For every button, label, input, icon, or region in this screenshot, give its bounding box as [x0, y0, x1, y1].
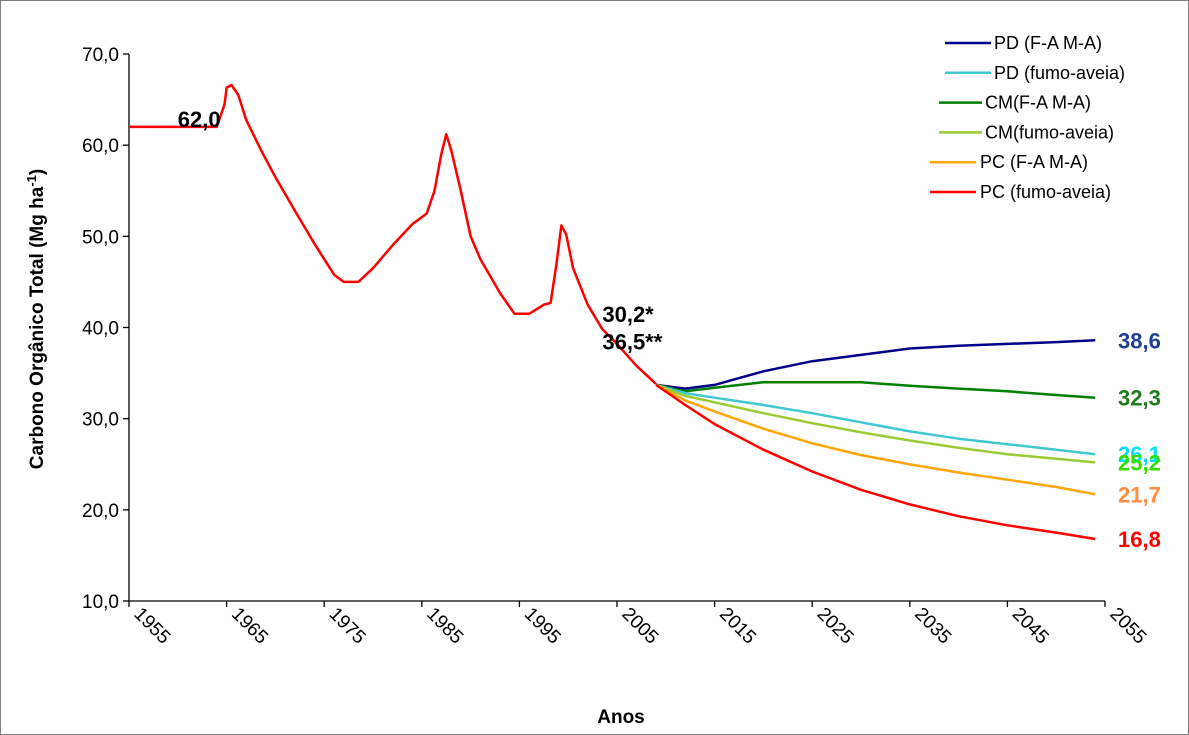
legend-label: CM(fumo-aveia) [985, 122, 1114, 142]
series-line-3 [655, 380, 1096, 399]
legend-label: PC (F-A M-A) [980, 152, 1088, 172]
series-line-5 [655, 383, 1096, 496]
x-tick-label: 2025 [813, 604, 858, 649]
series-line-history [129, 83, 657, 385]
annotation-label: 30,2* [602, 302, 654, 327]
series-lines [129, 83, 1096, 541]
annotations: 62,0 30,2*36,5** [178, 107, 663, 354]
x-tick-label: 1985 [422, 604, 467, 649]
legend: PD (F-A M-A) PD (fumo-aveia) CM(F-A M-A) CM… [930, 33, 1125, 202]
end-label: 16,8 [1118, 527, 1161, 552]
x-tick-label: 1965 [227, 604, 272, 649]
x-tick-label: 1995 [520, 604, 565, 649]
y-tick-label: 70,0 [82, 45, 119, 66]
end-label: 38,6 [1118, 328, 1161, 353]
series-line-2 [655, 383, 1096, 456]
end-label: 26,1 [1118, 442, 1161, 467]
y-tick-label: 30,0 [82, 410, 119, 431]
end-labels: 38,6 26,1 32,3 25,2 21,7 16,8 [1118, 328, 1161, 552]
annotation-label: 36,5** [602, 329, 662, 354]
x-axis-title: Anos [597, 707, 645, 728]
annotation-label: 62,0 [178, 107, 221, 132]
legend-label: PC (fumo-aveia) [980, 182, 1111, 202]
end-label: 25,2 [1118, 450, 1161, 475]
x-tick-label: 2005 [617, 604, 662, 649]
end-label: 21,7 [1118, 482, 1161, 507]
axes: 10,0 20,0 30,0 40,0 50,0 60,0 70,0 1955 1965 1975… [82, 45, 1150, 648]
end-label: 32,3 [1118, 386, 1161, 411]
y-tick-label: 60,0 [82, 136, 119, 157]
x-tick-label: 2015 [715, 604, 760, 649]
y-tick-label: 50,0 [82, 227, 119, 248]
x-tick-label: 1955 [129, 604, 174, 649]
y-axis-title: Carbono Orgânico Total (Mg ha-1) [24, 169, 48, 469]
y-axis-title-sup: -1 [24, 175, 39, 187]
y-tick-label: 40,0 [82, 319, 119, 340]
x-tick-label: 2045 [1008, 604, 1053, 649]
x-tick-label: 2055 [1105, 604, 1150, 649]
y-tick-label: 20,0 [82, 501, 119, 522]
legend-label: CM(F-A M-A) [985, 93, 1091, 113]
legend-label: PD (fumo-aveia) [994, 63, 1125, 83]
series-line-1 [655, 339, 1096, 390]
series-line-6 [655, 383, 1096, 541]
series-line-4 [655, 383, 1096, 464]
y-axis-title-close: ) [27, 169, 48, 175]
x-tick-label: 1975 [325, 604, 370, 649]
y-tick-label: 10,0 [82, 592, 119, 613]
y-axis-title-main: Carbono Orgânico Total (Mg ha [27, 186, 48, 469]
x-tick-label: 2035 [910, 604, 955, 649]
legend-label: PD (F-A M-A) [994, 33, 1102, 53]
